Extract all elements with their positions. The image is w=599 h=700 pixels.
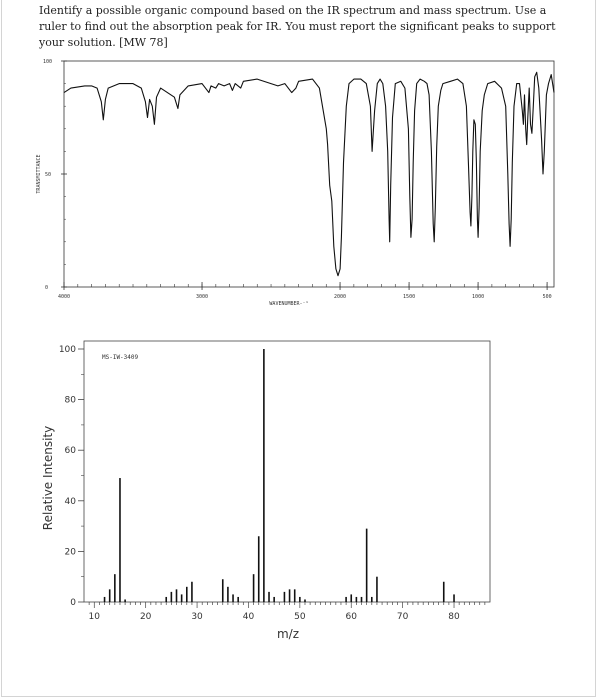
ir-plot-frame	[63, 60, 555, 288]
ms-x-tick-label: 20	[140, 612, 152, 622]
ir-spectrum-chart: 4000 3000 2000 1500 1000 500 0 50 100 WAVENUMBER‑…	[36, 59, 555, 307]
ms-y-tick-label: 0	[70, 598, 76, 608]
ms-x-axis-label: m/z	[277, 627, 299, 641]
ir-x-tick-label: 4000	[58, 294, 70, 300]
ir-x-tick-label: 1500	[403, 294, 415, 300]
ir-y-tick-label: 0	[45, 285, 48, 291]
ir-x-tick-label: 3000	[196, 294, 208, 300]
mass-spectrum-chart: 10 20 30 40 50 60 70 80 0 20 40 60 80 100 Relative Int…	[41, 340, 491, 641]
ms-x-tick-label: 40	[243, 612, 255, 622]
ms-plot-frame	[83, 340, 491, 603]
ms-y-tick-label: 40	[65, 497, 77, 507]
ms-x-tick-label: 80	[448, 612, 460, 622]
ms-x-tick-label: 50	[294, 612, 306, 622]
ir-x-tick-label: 500	[543, 294, 552, 300]
ms-x-tick-label: 30	[191, 612, 203, 622]
ms-y-tick-label: 20	[65, 547, 77, 557]
ir-x-tick-label: 1000	[472, 294, 484, 300]
ir-y-tick-label: 100	[43, 59, 52, 65]
ms-y-tick-label: 80	[65, 396, 77, 406]
ms-y-axis-label: Relative Intensity	[41, 426, 55, 530]
ir-x-axis-label: WAVENUMBER‑⁻¹	[269, 301, 308, 307]
ms-x-tick-label: 10	[89, 612, 101, 622]
ms-annotation: MS-IW-3409	[102, 354, 139, 361]
ir-y-tick-label: 50	[45, 172, 51, 178]
ir-spectrum-line	[63, 71, 555, 277]
question-text: Identify a possible organic compound bas…	[39, 4, 556, 49]
ms-y-tick-label: 60	[65, 446, 77, 456]
ir-x-tick-label: 2000	[334, 294, 346, 300]
ms-x-tick-label: 60	[346, 612, 358, 622]
ms-y-tick-label: 100	[59, 345, 76, 355]
ms-x-tick-label: 70	[397, 612, 409, 622]
ir-y-axis-label: TRANSMITTANCE	[36, 154, 42, 193]
